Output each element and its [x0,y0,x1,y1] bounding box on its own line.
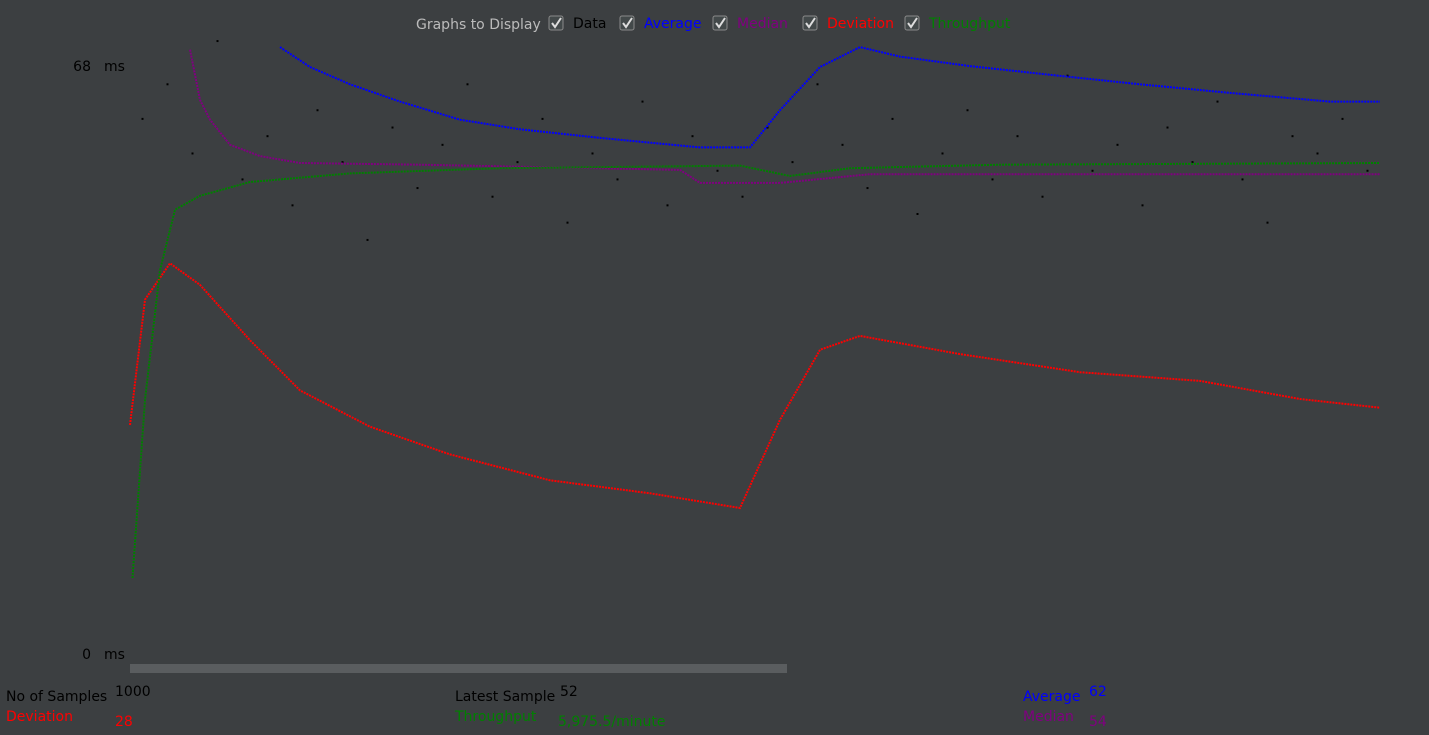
checkmark [715,17,726,29]
data-point [1266,221,1269,224]
data-point [1116,143,1119,146]
data-point [566,221,569,224]
header-label: Graphs to Display [416,17,541,33]
data-point [441,143,444,146]
data-point [191,152,194,155]
data-point [616,178,619,181]
option-label[interactable]: Median [737,16,788,32]
data-point [241,178,244,181]
data-point [1016,135,1019,138]
checkmark [805,17,816,29]
stat-label: No of Samples [6,689,107,705]
stat-label: Deviation [6,709,73,725]
data-point [1216,100,1219,103]
data-point [741,195,744,198]
data-point [266,135,269,138]
data-point [416,187,419,190]
data-point [766,126,769,129]
data-point [366,238,369,241]
data-point [1316,152,1319,155]
data-point [316,109,319,112]
stat-label: Latest Sample [455,689,555,705]
data-point [1191,161,1194,164]
data-point [141,117,144,120]
data-point [1141,204,1144,207]
data-point [816,83,819,86]
option-label[interactable]: Deviation [827,16,894,32]
data-point [216,40,219,43]
series-line [279,46,1380,149]
stat-label: Median [1023,709,1074,725]
scrollbar[interactable] [130,664,787,673]
data-point [466,83,469,86]
series-line [189,49,1380,184]
data-point [891,117,894,120]
stat-value: 54 [1089,714,1107,730]
checkmark [622,17,633,29]
data-point [866,187,869,190]
data-point [916,213,919,215]
stat-value: 52 [560,684,578,700]
option-label[interactable]: Data [573,16,606,32]
data-point [841,143,844,146]
data-point [1241,178,1244,181]
data-point [716,169,719,172]
option-label[interactable]: Average [644,16,702,32]
data-point [541,117,544,120]
stat-value: 28 [115,714,133,730]
data-point [516,161,519,164]
checkmark [907,17,918,29]
data-point [791,161,794,164]
data-point [166,83,169,86]
data-point [491,195,494,198]
y-unit: ms [104,647,125,663]
y-tick-label: 0 [82,647,91,663]
series-line [129,261,1381,510]
stat-label: Average [1023,689,1081,705]
stat-value: 1000 [115,684,151,700]
stat-value: 62 [1089,684,1107,700]
y-unit: ms [104,59,125,75]
stat-label: Throughput [454,709,537,725]
data-point [1341,117,1344,120]
data-point [641,100,644,103]
data-point [591,152,594,155]
data-point [1041,195,1044,198]
data-point [966,109,969,112]
y-tick-label: 68 [73,59,91,75]
data-point [1291,135,1294,138]
data-point [1091,169,1094,172]
data-point [341,161,344,164]
series-line [131,162,1381,579]
data-point [691,135,694,138]
data-point [666,204,669,207]
data-point [391,126,394,129]
option-label[interactable]: Throughput [928,16,1011,32]
data-point [1166,126,1169,129]
stat-value: 5,975.5/minute [558,714,666,730]
data-point [991,178,994,181]
data-point [291,204,294,207]
data-point [1366,169,1369,172]
data-point [941,152,944,155]
checkmark [551,17,562,29]
